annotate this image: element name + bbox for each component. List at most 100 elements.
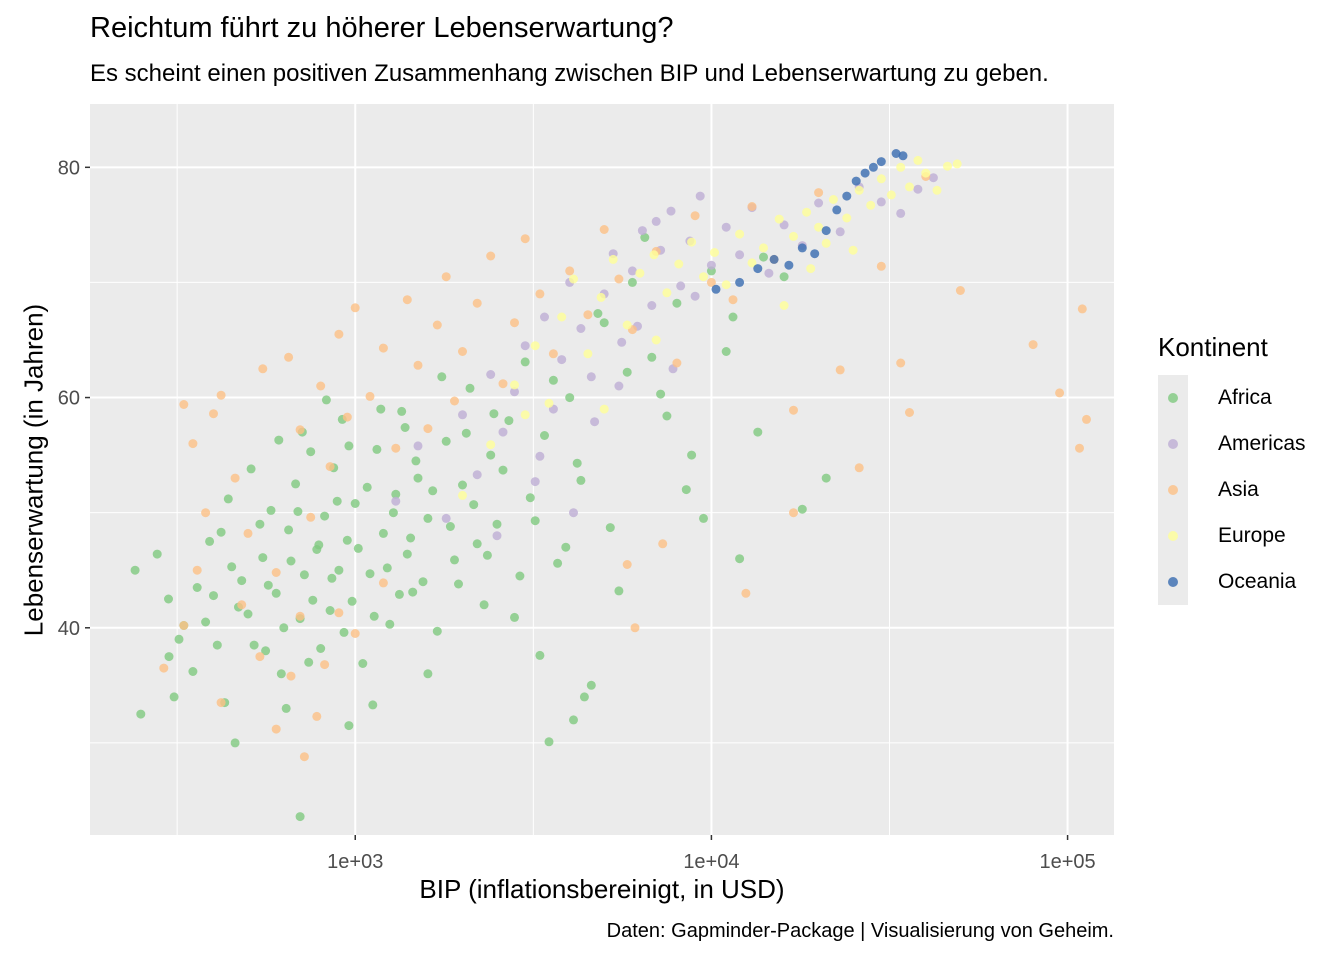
point-africa: [369, 611, 379, 621]
point-europe: [635, 268, 645, 278]
point-africa: [406, 533, 416, 543]
point-africa: [662, 411, 672, 421]
point-africa: [565, 393, 575, 403]
point-americas: [627, 266, 637, 276]
point-africa: [432, 626, 442, 636]
point-europe: [886, 190, 896, 200]
point-africa: [382, 563, 392, 573]
legend-item-americas: Americas: [1158, 421, 1306, 467]
point-americas: [651, 216, 661, 226]
point-asia: [747, 202, 757, 211]
point-asia: [295, 425, 305, 435]
point-europe: [943, 161, 952, 171]
point-oceania: [876, 157, 886, 167]
point-asia: [350, 303, 360, 313]
point-africa: [535, 650, 545, 660]
point-asia: [306, 512, 316, 522]
point-europe: [802, 207, 812, 217]
point-asia: [486, 251, 496, 261]
point-europe: [530, 341, 540, 351]
legend-keys: Africa Americas Asia Europe Oceania: [1158, 375, 1306, 605]
point-asia: [690, 211, 700, 221]
point-americas: [928, 173, 938, 183]
point-africa: [569, 715, 578, 725]
point-oceania: [842, 191, 852, 201]
point-americas: [576, 324, 586, 333]
point-africa: [342, 535, 352, 545]
point-asia: [1028, 340, 1038, 350]
point-oceania: [832, 205, 842, 215]
legend-key: [1158, 421, 1188, 467]
point-europe: [622, 320, 632, 330]
point-asia: [350, 629, 360, 638]
point-africa: [136, 709, 146, 719]
point-americas: [764, 268, 774, 278]
x-tick-label: 1e+04: [683, 851, 739, 873]
point-africa: [656, 389, 666, 399]
point-africa: [450, 555, 459, 565]
point-africa: [350, 499, 360, 508]
point-europe: [828, 195, 838, 204]
point-oceania: [898, 151, 908, 161]
point-americas: [614, 381, 624, 391]
point-americas: [391, 496, 401, 506]
legend-label: Asia: [1218, 478, 1259, 501]
point-americas: [535, 451, 545, 461]
point-africa: [164, 652, 174, 662]
point-americas: [540, 312, 549, 322]
point-africa: [544, 737, 554, 747]
point-asia: [413, 360, 423, 370]
point-africa: [320, 511, 330, 521]
point-asia: [450, 396, 459, 406]
point-americas: [557, 355, 567, 365]
point-africa: [548, 375, 558, 385]
point-europe: [687, 237, 697, 247]
point-asia: [237, 600, 247, 610]
x-tick-label: 1e+05: [1039, 851, 1095, 873]
point-africa: [212, 640, 222, 650]
point-europe: [735, 229, 745, 239]
legend-key: [1158, 513, 1188, 559]
point-africa: [821, 473, 831, 483]
point-americas: [690, 291, 700, 301]
point-americas: [637, 226, 647, 236]
point-africa: [458, 480, 467, 490]
point-africa: [428, 486, 438, 496]
point-africa: [441, 436, 451, 446]
point-europe: [583, 349, 593, 359]
point-africa: [353, 543, 363, 553]
y-tick-label: 60: [58, 388, 80, 410]
point-europe: [608, 254, 618, 264]
point-asia: [258, 364, 268, 374]
point-oceania: [810, 249, 820, 259]
point-africa: [321, 395, 331, 405]
point-africa: [699, 513, 708, 523]
point-americas: [647, 301, 657, 310]
point-asia: [284, 352, 294, 362]
point-africa: [388, 508, 398, 518]
point-asia: [854, 463, 864, 473]
legend-label: Americas: [1218, 432, 1306, 455]
point-asia: [365, 391, 375, 401]
point-africa: [622, 367, 632, 377]
point-europe: [842, 213, 852, 223]
point-africa: [391, 489, 401, 499]
chart-subtitle: Es scheint einen positiven Zusammenhang …: [90, 60, 1049, 87]
point-asia: [402, 295, 412, 305]
point-africa: [255, 519, 265, 529]
point-asia: [271, 568, 281, 577]
point-africa: [472, 539, 482, 549]
point-africa: [498, 465, 508, 475]
point-americas: [472, 470, 482, 480]
point-africa: [640, 233, 650, 242]
legend-label: Africa: [1218, 386, 1272, 409]
point-asia: [391, 443, 401, 453]
point-africa: [520, 357, 530, 367]
point-asia: [876, 261, 886, 271]
point-europe: [905, 182, 914, 192]
point-asia: [814, 188, 824, 198]
point-europe: [774, 214, 784, 224]
point-europe: [520, 410, 530, 420]
point-asia: [216, 390, 226, 400]
